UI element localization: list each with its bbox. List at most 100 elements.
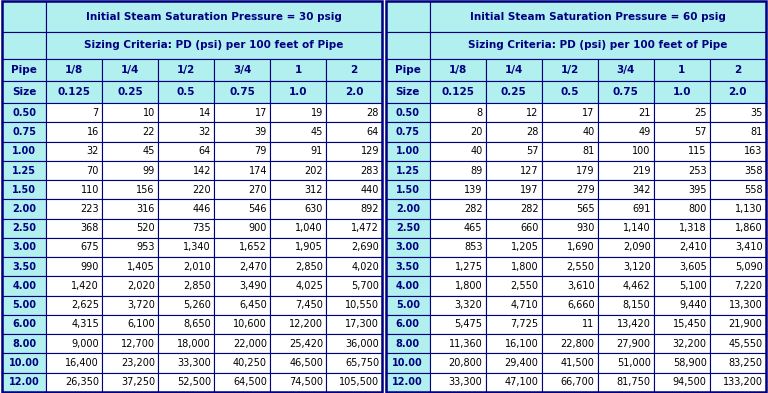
Bar <box>2 122 46 141</box>
Bar <box>270 103 326 122</box>
Bar <box>598 238 654 257</box>
Bar <box>102 161 158 180</box>
Text: 57: 57 <box>694 127 707 137</box>
Bar <box>386 199 429 219</box>
Bar <box>326 122 382 141</box>
Text: 270: 270 <box>248 185 267 195</box>
Bar <box>485 334 541 353</box>
Bar <box>2 103 46 122</box>
Bar <box>485 296 541 315</box>
Bar <box>326 238 382 257</box>
Bar <box>158 315 214 334</box>
Bar <box>654 122 710 141</box>
Bar <box>270 257 326 276</box>
Text: 7,220: 7,220 <box>735 281 763 291</box>
Bar <box>102 141 158 161</box>
Text: 1.50: 1.50 <box>396 185 420 195</box>
Bar <box>598 296 654 315</box>
Bar <box>326 276 382 296</box>
Bar <box>429 238 485 257</box>
Bar <box>541 257 598 276</box>
Bar <box>326 334 382 353</box>
Text: 279: 279 <box>576 185 594 195</box>
Text: 20,800: 20,800 <box>449 358 482 368</box>
Text: 220: 220 <box>192 185 211 195</box>
Text: Size: Size <box>396 87 420 97</box>
Bar <box>386 141 429 161</box>
Bar <box>598 122 654 141</box>
Text: 5,260: 5,260 <box>183 300 211 310</box>
Bar <box>485 180 541 199</box>
Bar <box>2 1 382 392</box>
Bar <box>598 59 654 81</box>
Text: 45,550: 45,550 <box>729 339 763 349</box>
Bar <box>214 219 270 238</box>
Bar <box>46 103 102 122</box>
Text: 953: 953 <box>137 242 155 252</box>
Bar <box>46 219 102 238</box>
Bar <box>485 103 541 122</box>
Text: 9,440: 9,440 <box>679 300 707 310</box>
Bar <box>386 32 429 59</box>
Text: 52,500: 52,500 <box>177 377 211 387</box>
Bar <box>541 219 598 238</box>
Bar <box>270 141 326 161</box>
Bar <box>214 238 270 257</box>
Bar <box>158 81 214 103</box>
Bar <box>485 199 541 219</box>
Text: 2: 2 <box>350 65 358 75</box>
Text: 660: 660 <box>520 223 538 233</box>
Bar <box>2 199 46 219</box>
Text: 127: 127 <box>520 165 538 176</box>
Text: 930: 930 <box>576 223 594 233</box>
Text: 1.25: 1.25 <box>396 165 420 176</box>
Bar <box>158 141 214 161</box>
Bar <box>2 373 46 392</box>
Bar <box>541 238 598 257</box>
Bar <box>158 238 214 257</box>
Text: 565: 565 <box>576 204 594 214</box>
Text: 3.00: 3.00 <box>396 242 420 252</box>
Text: 2,850: 2,850 <box>295 262 323 272</box>
Bar <box>485 353 541 373</box>
Text: 2,010: 2,010 <box>184 262 211 272</box>
Text: 9,000: 9,000 <box>71 339 99 349</box>
Text: 40: 40 <box>470 146 482 156</box>
Bar <box>598 219 654 238</box>
Bar <box>485 161 541 180</box>
Bar <box>598 334 654 353</box>
Text: 1: 1 <box>294 65 302 75</box>
Bar <box>214 276 270 296</box>
Text: 32,200: 32,200 <box>673 339 707 349</box>
Bar <box>158 199 214 219</box>
Bar <box>386 334 429 353</box>
Bar <box>541 59 598 81</box>
Bar <box>541 199 598 219</box>
Text: 1,652: 1,652 <box>239 242 267 252</box>
Text: 3,320: 3,320 <box>455 300 482 310</box>
Bar <box>214 180 270 199</box>
Text: 79: 79 <box>255 146 267 156</box>
Text: 4.00: 4.00 <box>396 281 420 291</box>
Text: 22: 22 <box>142 127 155 137</box>
Text: 57: 57 <box>526 146 538 156</box>
Text: 45: 45 <box>143 146 155 156</box>
Bar <box>710 59 766 81</box>
Bar <box>158 103 214 122</box>
Text: 0.125: 0.125 <box>58 87 91 97</box>
Bar <box>710 180 766 199</box>
Text: 13,300: 13,300 <box>729 300 763 310</box>
Bar <box>710 161 766 180</box>
Bar <box>214 296 270 315</box>
Text: 8.00: 8.00 <box>396 339 420 349</box>
Bar <box>654 315 710 334</box>
Text: 99: 99 <box>143 165 155 176</box>
Text: 32: 32 <box>87 146 99 156</box>
Text: 20: 20 <box>470 127 482 137</box>
Bar <box>598 315 654 334</box>
Bar <box>2 59 46 81</box>
Bar <box>2 180 46 199</box>
Bar <box>46 59 102 81</box>
Bar <box>270 161 326 180</box>
Bar <box>386 296 429 315</box>
